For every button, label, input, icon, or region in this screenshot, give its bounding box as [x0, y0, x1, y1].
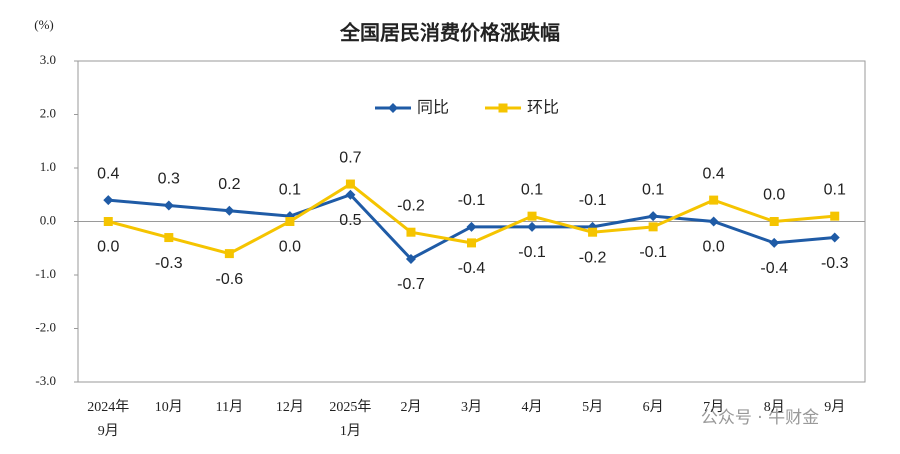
- data-label: -0.4: [760, 260, 788, 277]
- legend-label: 同比: [417, 98, 449, 117]
- marker: [224, 249, 234, 259]
- marker: [345, 179, 355, 189]
- marker: [103, 217, 113, 226]
- marker: [405, 253, 416, 264]
- marker: [527, 221, 538, 232]
- data-label: -0.4: [458, 260, 486, 277]
- y-tick-label: -1.0: [35, 266, 56, 281]
- marker: [708, 216, 719, 227]
- data-label: 0.4: [703, 165, 725, 182]
- y-tick-label: 3.0: [40, 52, 56, 67]
- data-label: 0.4: [97, 165, 119, 182]
- data-label: 0.1: [279, 181, 301, 198]
- y-axis-label: (%): [34, 17, 54, 32]
- data-label: -0.1: [579, 192, 607, 209]
- data-label: -0.1: [518, 244, 546, 261]
- data-label: 0.2: [218, 176, 240, 193]
- marker: [709, 195, 719, 205]
- x-tick-label: 12月: [276, 399, 304, 415]
- data-label: -0.7: [397, 276, 425, 293]
- marker: [406, 227, 416, 237]
- x-tick-label: 2月: [400, 399, 421, 415]
- data-label: 0.0: [703, 239, 725, 256]
- chart-title: 全国居民消费价格涨跌幅: [339, 21, 560, 45]
- marker: [830, 211, 840, 221]
- marker: [467, 238, 476, 248]
- marker: [588, 227, 598, 237]
- x-tick-label: 6月: [643, 399, 664, 415]
- data-label: 0.5: [339, 212, 361, 229]
- data-label: -0.6: [216, 271, 244, 288]
- marker: [769, 237, 780, 248]
- y-tick-label: 0.0: [40, 212, 56, 227]
- x-tick-label: 11月: [216, 399, 243, 415]
- x-tick-label: 4月: [522, 399, 543, 415]
- data-label: 0.0: [97, 239, 119, 256]
- data-label: 0.3: [158, 171, 180, 188]
- watermark: 公众号 · 牛财金: [701, 408, 819, 428]
- marker: [163, 200, 174, 211]
- data-label: 0.7: [339, 149, 361, 166]
- x-tick-label: 10月: [155, 399, 183, 415]
- x-tick-label: 2024年 9月: [87, 399, 129, 439]
- data-label: -0.1: [639, 244, 667, 261]
- legend-marker: [498, 103, 508, 113]
- marker: [648, 222, 658, 232]
- marker: [224, 205, 235, 216]
- y-tick-label: -3.0: [35, 373, 56, 388]
- legend-label: 环比: [527, 98, 559, 117]
- data-label: 0.1: [824, 181, 846, 198]
- x-tick-label: 9月: [824, 399, 845, 415]
- x-tick-label: 3月: [461, 399, 482, 415]
- data-label: 0.0: [763, 187, 785, 204]
- marker: [648, 211, 659, 222]
- marker: [345, 189, 356, 200]
- y-tick-label: -2.0: [35, 319, 56, 334]
- data-label: 0.1: [521, 181, 543, 198]
- legend-marker: [388, 103, 398, 113]
- data-label: -0.3: [821, 255, 849, 272]
- x-tick-label: 8月: [764, 399, 785, 415]
- marker: [527, 211, 537, 221]
- data-label: -0.1: [458, 192, 486, 209]
- marker: [769, 217, 779, 226]
- data-label: -0.3: [155, 255, 183, 272]
- data-label: -0.2: [397, 197, 425, 214]
- data-label: -0.2: [579, 249, 607, 266]
- y-tick-label: 2.0: [40, 105, 56, 120]
- marker: [103, 195, 114, 206]
- x-tick-label: 5月: [582, 399, 603, 415]
- marker: [829, 232, 840, 243]
- data-label: 0.0: [279, 239, 301, 256]
- marker: [164, 233, 174, 243]
- data-label: 0.1: [642, 181, 664, 198]
- y-tick-label: 1.0: [40, 159, 56, 174]
- marker: [466, 221, 477, 232]
- marker: [285, 217, 295, 226]
- x-tick-label: 2025年 1月: [329, 399, 371, 439]
- x-tick-label: 7月: [703, 399, 724, 415]
